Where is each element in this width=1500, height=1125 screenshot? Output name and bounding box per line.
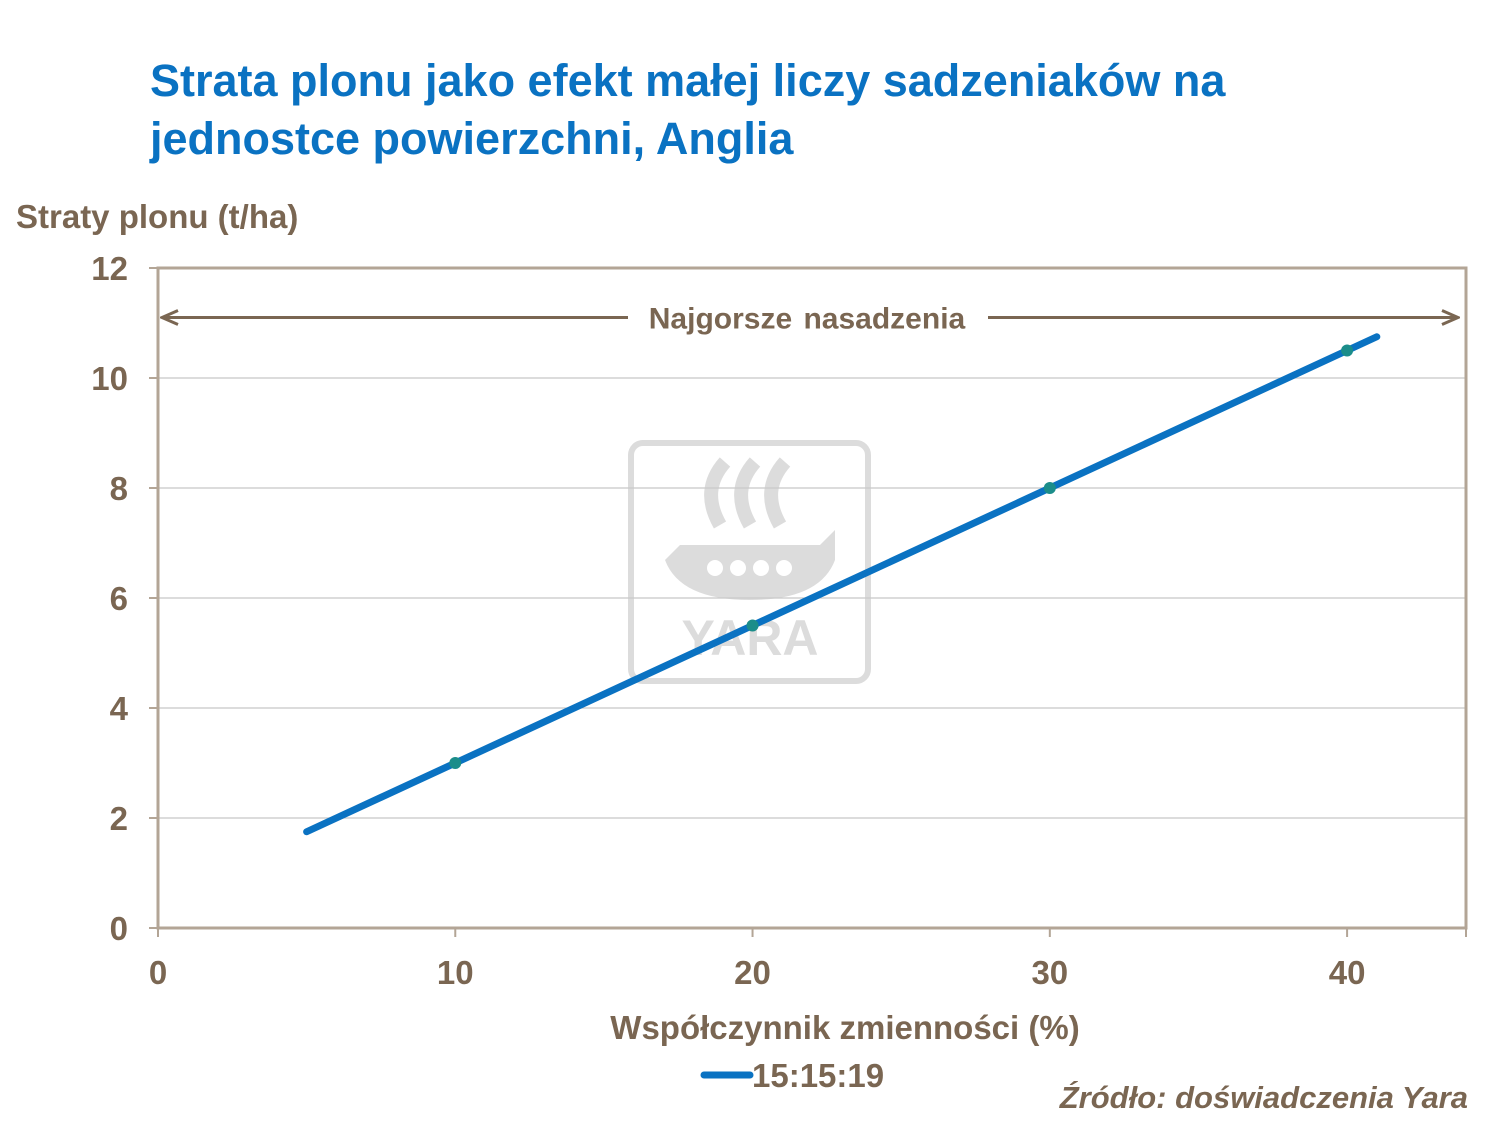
annotation-group: Najgorsze nasadzenia <box>162 303 1458 336</box>
chart-title: Strata plonu jako efekt małej liczy sadz… <box>150 52 1450 168</box>
yara-logo-watermark: YARA <box>628 440 871 684</box>
y-tick-label-6: 6 <box>110 580 128 617</box>
chart-title-line-1: Strata plonu jako efekt małej liczy sadz… <box>150 55 1226 106</box>
x-tick-label-40: 40 <box>1329 954 1366 991</box>
watermark-text: YARA <box>681 610 818 666</box>
legend-label: 15:15:19 <box>752 1057 884 1094</box>
series-group <box>303 333 1381 836</box>
y-tick-label-12: 12 <box>91 250 128 287</box>
axes: 0 2 4 6 8 10 12 0 10 20 30 40 <box>91 250 1467 991</box>
data-point-0-1 <box>746 619 759 632</box>
x-tick-label-30: 30 <box>1031 954 1068 991</box>
series-line-0 <box>303 333 1381 836</box>
y-tick-label-0: 0 <box>110 910 128 947</box>
y-tick-label-4: 4 <box>110 690 129 727</box>
annotation-label: Najgorsze nasadzenia <box>649 303 966 336</box>
x-tick-label-20: 20 <box>734 954 771 991</box>
data-point-0-2 <box>1043 482 1056 494</box>
source-note: Źródło: doświadczenia Yara <box>1059 1080 1468 1115</box>
y-tick-label-10: 10 <box>91 360 128 397</box>
legend: 15:15:19 <box>700 1057 884 1094</box>
x-tick-label-0: 0 <box>149 954 167 991</box>
y-axis-label: Straty plonu (t/ha) <box>16 198 298 235</box>
data-point-0-3 <box>1341 344 1354 357</box>
data-point-0-0 <box>449 757 462 769</box>
x-axis-label: Współczynnik zmienności (%) <box>610 1009 1079 1046</box>
x-tick-label-10: 10 <box>437 954 474 991</box>
y-tick-label-8: 8 <box>110 470 128 507</box>
chart-title-line-2: jednostce powierzchni, Anglia <box>150 113 794 164</box>
y-tick-label-2: 2 <box>110 800 128 837</box>
